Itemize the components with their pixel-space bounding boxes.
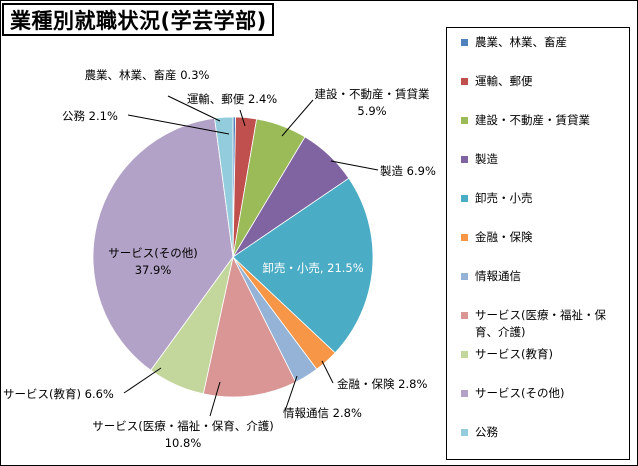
slice-label: 運輸、郵便 2.4% — [187, 92, 277, 106]
legend-swatch — [461, 273, 468, 280]
leader-line — [209, 381, 221, 417]
legend-label: 金融・保険 — [475, 230, 533, 244]
slice-label: サービス(教育) 6.6% — [3, 387, 114, 401]
slice-label: 金融・保険 2.8% — [337, 377, 427, 391]
slice-label: 建設・不動産・賃貸業 5.9% — [315, 87, 430, 118]
pie-slice — [232, 177, 374, 354]
leader-line — [123, 367, 162, 394]
leader-lines — [123, 95, 379, 417]
legend-swatch — [461, 117, 468, 124]
slice-label: 製造 6.9% — [380, 164, 436, 178]
legend-swatch — [461, 351, 468, 358]
leader-line — [330, 160, 379, 171]
pie-slice — [202, 255, 297, 398]
legend-swatch — [461, 39, 468, 46]
legend-label: 農業、林業、畜産 — [475, 35, 567, 49]
pie-slice — [92, 117, 234, 371]
legend-swatch — [461, 156, 468, 163]
legend-swatch — [461, 390, 468, 397]
leader-line — [167, 95, 221, 122]
leader-line — [321, 360, 334, 384]
legend-swatch — [461, 195, 468, 202]
legend-label: 運輸、郵便 — [475, 74, 533, 88]
pie-slices — [92, 116, 374, 398]
legend-label: 建設・不動産・賃貸業 — [475, 113, 590, 127]
slice-label: 農業、林業、畜産 0.3% — [85, 68, 210, 82]
chart-title-box: 業種別就職状況(学芸学部) — [2, 3, 274, 36]
legend-swatch — [461, 78, 468, 85]
slice-label: 情報通信 2.8% — [283, 406, 362, 420]
chart-title: 業種別就職状況(学芸学部) — [10, 8, 267, 33]
slice-labels: 農業、林業、畜産 0.3% 運輸、郵便 2.4% 建設・不動産・賃貸業 5.9% 製造 … — [3, 68, 436, 450]
legend-label: 公務 — [475, 425, 498, 439]
legend: 農業、林業、畜産 運輸、郵便建設・不動産・賃貸業 製造卸売・小売金融・保険情報通信サ… — [446, 27, 630, 460]
legend-swatch — [461, 312, 468, 319]
legend-swatch — [461, 429, 468, 436]
slice-label: 公務 2.1% — [62, 109, 118, 123]
leader-line — [239, 109, 246, 127]
legend-label: サービス(教育) — [475, 347, 553, 361]
slice-label: サービス(その他) 37.9% — [108, 246, 197, 277]
slice-label: サービス(医療・福祉・保育、介護) 10.8% — [92, 419, 273, 450]
slice-label: 卸売・小売, 21.5% — [262, 261, 363, 275]
legend-label: 卸売・小売 — [475, 191, 533, 205]
legend-label: 製造 — [475, 152, 498, 166]
legend-label: 情報通信 — [475, 269, 521, 283]
leader-line — [127, 114, 230, 135]
legend-label: サービス(医療・福祉・保育、介護) — [475, 308, 606, 339]
legend-swatch — [461, 234, 468, 241]
leader-line — [281, 99, 314, 137]
legend-label: サービス(その他) — [475, 386, 565, 400]
leader-line — [284, 375, 298, 412]
